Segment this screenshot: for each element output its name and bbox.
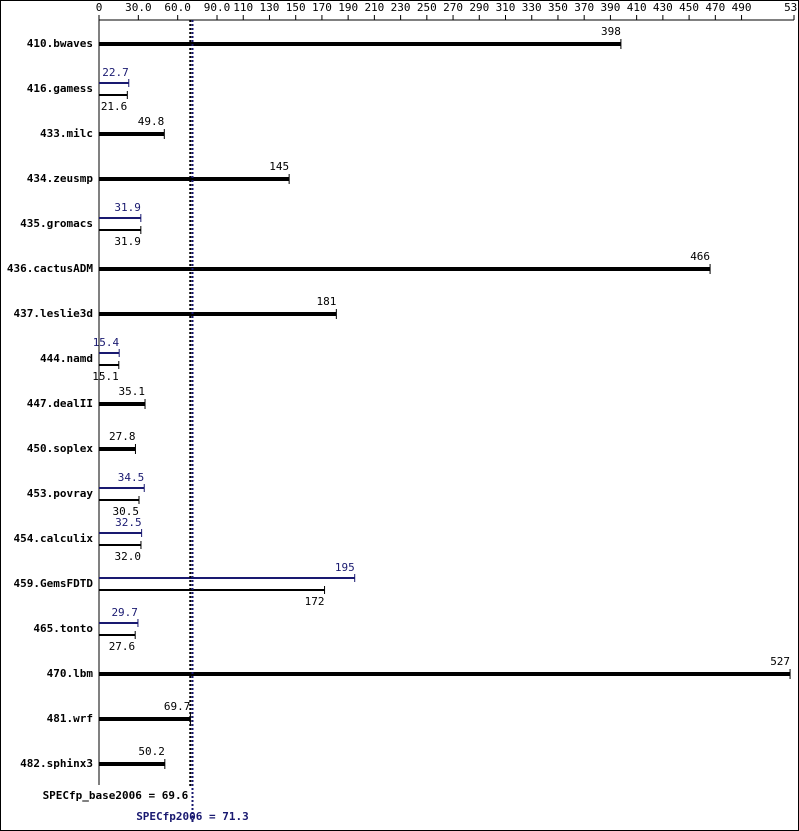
base-label: 27.6: [109, 640, 136, 653]
reference-label: SPECfp_base2006 = 69.6: [43, 789, 189, 802]
x-tick-label: 170: [312, 1, 332, 14]
bar: [99, 762, 165, 766]
x-tick-label: 150: [286, 1, 306, 14]
bar: [99, 717, 191, 721]
x-tick-label: 250: [417, 1, 437, 14]
x-tick-label: 290: [469, 1, 489, 14]
x-tick-label: 530: [784, 1, 799, 14]
bar: [99, 622, 138, 624]
peak-label: 22.7: [102, 66, 129, 79]
x-tick-label: 490: [732, 1, 752, 14]
base-label: 49.8: [138, 115, 165, 128]
category-label: 444.namd: [40, 352, 93, 365]
category-label: 436.cactusADM: [7, 262, 93, 275]
bar: [99, 82, 129, 84]
category-label: 470.lbm: [47, 667, 94, 680]
reference-label: SPECfp2006 = 71.3: [136, 810, 249, 823]
base-label: 69.7: [164, 700, 191, 713]
base-label: 27.8: [109, 430, 136, 443]
category-label: 447.dealII: [27, 397, 93, 410]
category-label: 410.bwaves: [27, 37, 93, 50]
x-tick-label: 310: [496, 1, 516, 14]
base-label: 50.2: [138, 745, 165, 758]
base-label: 15.1: [92, 370, 119, 383]
peak-label: 34.5: [118, 471, 145, 484]
category-label: 465.tonto: [33, 622, 93, 635]
bar: [99, 364, 119, 366]
x-tick-label: 190: [338, 1, 358, 14]
bar: [99, 447, 136, 451]
bar: [99, 267, 711, 271]
bar: [99, 487, 145, 489]
base-label: 181: [316, 295, 336, 308]
x-tick-label: 130: [260, 1, 280, 14]
bar: [99, 94, 128, 96]
x-tick-label: 410: [627, 1, 647, 14]
base-label: 172: [305, 595, 325, 608]
x-tick-label: 330: [522, 1, 542, 14]
peak-label: 195: [335, 561, 355, 574]
base-label: 30.5: [112, 505, 139, 518]
x-tick-label: 370: [574, 1, 594, 14]
base-label: 21.6: [101, 100, 128, 113]
x-tick-label: 210: [364, 1, 384, 14]
category-label: 437.leslie3d: [14, 307, 93, 320]
category-label: 481.wrf: [47, 712, 93, 725]
bar: [99, 589, 325, 591]
category-label: 453.povray: [27, 487, 94, 500]
peak-label: 31.9: [114, 201, 141, 214]
peak-label: 15.4: [93, 336, 120, 349]
base-label: 31.9: [114, 235, 141, 248]
bar: [99, 499, 139, 501]
bar: [99, 532, 142, 534]
category-label: 433.milc: [40, 127, 93, 140]
category-label: 435.gromacs: [20, 217, 93, 230]
x-tick-label: 30.0: [125, 1, 152, 14]
x-tick-label: 470: [705, 1, 725, 14]
x-tick-label: 90.0: [204, 1, 231, 14]
x-tick-label: 110: [233, 1, 253, 14]
base-label: 32.0: [114, 550, 141, 563]
bar: [99, 672, 791, 676]
bar: [99, 132, 165, 136]
base-label: 145: [269, 160, 289, 173]
category-label: 482.sphinx3: [20, 757, 93, 770]
bar: [99, 634, 136, 636]
bar: [99, 312, 337, 316]
bar: [99, 177, 290, 181]
bar: [99, 229, 141, 231]
bar: [99, 42, 621, 46]
base-label: 35.1: [119, 385, 146, 398]
bar: [99, 217, 141, 219]
x-tick-label: 430: [653, 1, 673, 14]
peak-label: 29.7: [111, 606, 138, 619]
x-tick-label: 350: [548, 1, 568, 14]
category-label: 459.GemsFDTD: [14, 577, 94, 590]
x-tick-label: 390: [600, 1, 620, 14]
category-label: 454.calculix: [14, 532, 94, 545]
x-tick-label: 270: [443, 1, 463, 14]
peak-label: 32.5: [115, 516, 142, 529]
bar: [99, 577, 355, 579]
bar: [99, 402, 146, 406]
x-tick-label: 0: [96, 1, 103, 14]
bar: [99, 544, 141, 546]
category-label: 450.soplex: [27, 442, 94, 455]
base-label: 398: [601, 25, 621, 38]
category-label: 416.gamess: [27, 82, 93, 95]
category-label: 434.zeusmp: [27, 172, 94, 185]
base-label: 466: [690, 250, 710, 263]
x-tick-label: 60.0: [164, 1, 191, 14]
bar: [99, 352, 120, 354]
base-label: 527: [770, 655, 790, 668]
x-tick-label: 230: [391, 1, 411, 14]
x-tick-label: 450: [679, 1, 699, 14]
